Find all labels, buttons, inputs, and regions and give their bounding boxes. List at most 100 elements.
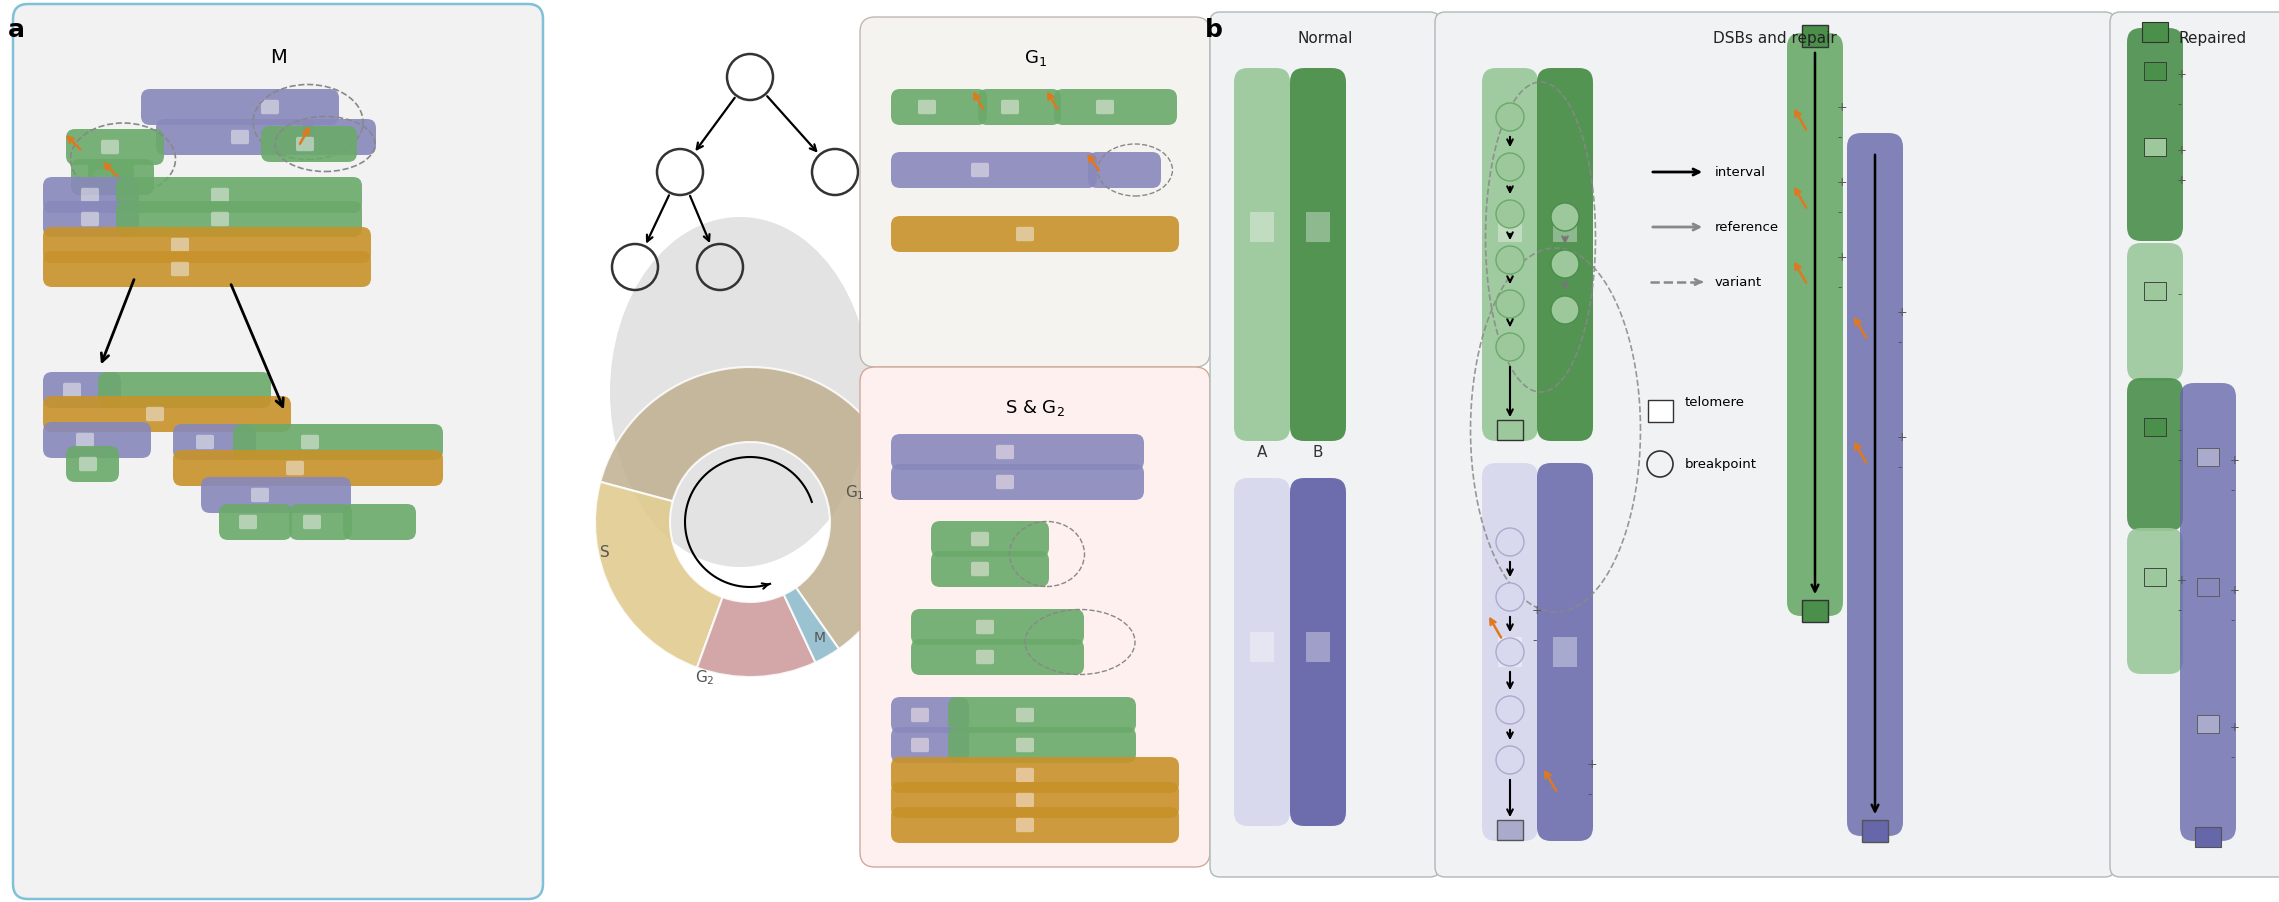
- Text: -: -: [2176, 98, 2181, 111]
- FancyBboxPatch shape: [14, 5, 542, 899]
- FancyBboxPatch shape: [262, 101, 278, 115]
- FancyBboxPatch shape: [912, 640, 1085, 676]
- Bar: [1497, 213, 1522, 243]
- FancyBboxPatch shape: [230, 131, 248, 145]
- FancyBboxPatch shape: [66, 446, 119, 483]
- Circle shape: [1495, 696, 1525, 724]
- Text: +: +: [1896, 306, 1908, 319]
- Text: Repaired: Repaired: [2179, 31, 2247, 46]
- Bar: [1306, 213, 1331, 243]
- Text: telomere: telomere: [1684, 396, 1746, 409]
- FancyBboxPatch shape: [71, 160, 155, 196]
- FancyBboxPatch shape: [912, 738, 930, 752]
- Text: +: +: [1896, 431, 1908, 444]
- Circle shape: [1552, 204, 1579, 232]
- FancyBboxPatch shape: [859, 18, 1210, 368]
- Text: +: +: [2229, 454, 2240, 467]
- Text: +: +: [1837, 176, 1848, 189]
- FancyBboxPatch shape: [66, 130, 164, 166]
- Text: +: +: [2176, 144, 2188, 157]
- Circle shape: [1495, 334, 1525, 362]
- FancyBboxPatch shape: [1787, 34, 1844, 616]
- FancyBboxPatch shape: [912, 708, 930, 723]
- FancyBboxPatch shape: [64, 383, 82, 398]
- Text: G$_2$: G$_2$: [695, 667, 716, 686]
- FancyBboxPatch shape: [975, 650, 994, 665]
- FancyBboxPatch shape: [1000, 101, 1019, 115]
- Text: M: M: [269, 48, 287, 67]
- Circle shape: [1495, 104, 1525, 132]
- FancyBboxPatch shape: [1536, 464, 1593, 841]
- Bar: [1249, 213, 1274, 243]
- Text: -: -: [2229, 614, 2233, 627]
- Bar: [1497, 638, 1522, 667]
- Bar: [1497, 420, 1522, 440]
- FancyBboxPatch shape: [303, 515, 321, 529]
- FancyBboxPatch shape: [1016, 768, 1035, 782]
- FancyBboxPatch shape: [344, 504, 417, 540]
- FancyBboxPatch shape: [251, 488, 269, 502]
- Bar: [2145, 568, 2165, 586]
- Circle shape: [1495, 290, 1525, 318]
- Wedge shape: [595, 483, 722, 667]
- Text: Normal: Normal: [1297, 31, 1354, 46]
- FancyBboxPatch shape: [1210, 13, 1440, 877]
- FancyBboxPatch shape: [43, 252, 371, 288]
- FancyBboxPatch shape: [2126, 529, 2183, 675]
- Bar: [1249, 632, 1274, 662]
- FancyBboxPatch shape: [891, 216, 1178, 253]
- FancyBboxPatch shape: [43, 422, 150, 458]
- FancyBboxPatch shape: [2126, 29, 2183, 242]
- FancyBboxPatch shape: [239, 515, 258, 529]
- FancyBboxPatch shape: [1290, 69, 1347, 441]
- Bar: [2145, 139, 2165, 157]
- FancyBboxPatch shape: [89, 160, 134, 196]
- Bar: [1552, 638, 1577, 667]
- Text: G$_1$: G$_1$: [1023, 48, 1046, 68]
- Bar: [2195, 827, 2222, 847]
- Text: -: -: [2176, 454, 2181, 467]
- FancyBboxPatch shape: [43, 397, 292, 433]
- Text: +: +: [1837, 101, 1848, 115]
- FancyBboxPatch shape: [2126, 379, 2183, 531]
- Ellipse shape: [611, 217, 871, 567]
- Text: +: +: [2176, 574, 2188, 587]
- Text: +: +: [1586, 758, 1598, 770]
- Bar: [1803, 601, 1828, 622]
- FancyBboxPatch shape: [975, 620, 994, 634]
- FancyBboxPatch shape: [1436, 13, 2115, 877]
- FancyBboxPatch shape: [859, 368, 1210, 867]
- Circle shape: [1495, 639, 1525, 667]
- Bar: [1862, 820, 1887, 842]
- FancyBboxPatch shape: [1016, 818, 1035, 833]
- Bar: [2145, 419, 2165, 437]
- Text: -: -: [1586, 787, 1591, 801]
- Bar: [1803, 26, 1828, 48]
- FancyBboxPatch shape: [141, 90, 340, 126]
- FancyBboxPatch shape: [212, 189, 228, 203]
- FancyBboxPatch shape: [75, 433, 93, 447]
- Text: A: A: [1256, 445, 1267, 459]
- Circle shape: [1552, 251, 1579, 279]
- FancyBboxPatch shape: [171, 238, 189, 253]
- FancyBboxPatch shape: [219, 504, 292, 540]
- Circle shape: [1495, 154, 1525, 182]
- FancyBboxPatch shape: [201, 477, 351, 513]
- Text: breakpoint: breakpoint: [1684, 458, 1757, 471]
- FancyBboxPatch shape: [82, 189, 98, 203]
- Text: +: +: [2229, 584, 2240, 597]
- FancyBboxPatch shape: [43, 227, 371, 263]
- Circle shape: [1495, 247, 1525, 275]
- FancyBboxPatch shape: [1290, 478, 1347, 826]
- FancyBboxPatch shape: [1016, 227, 1035, 242]
- Bar: [2142, 23, 2167, 43]
- FancyBboxPatch shape: [146, 408, 164, 422]
- FancyBboxPatch shape: [285, 461, 303, 475]
- FancyBboxPatch shape: [296, 138, 315, 152]
- FancyBboxPatch shape: [948, 727, 1135, 763]
- FancyBboxPatch shape: [1536, 69, 1593, 441]
- FancyBboxPatch shape: [1096, 101, 1114, 115]
- Bar: [2197, 578, 2220, 596]
- FancyBboxPatch shape: [196, 436, 214, 450]
- FancyBboxPatch shape: [891, 807, 1178, 843]
